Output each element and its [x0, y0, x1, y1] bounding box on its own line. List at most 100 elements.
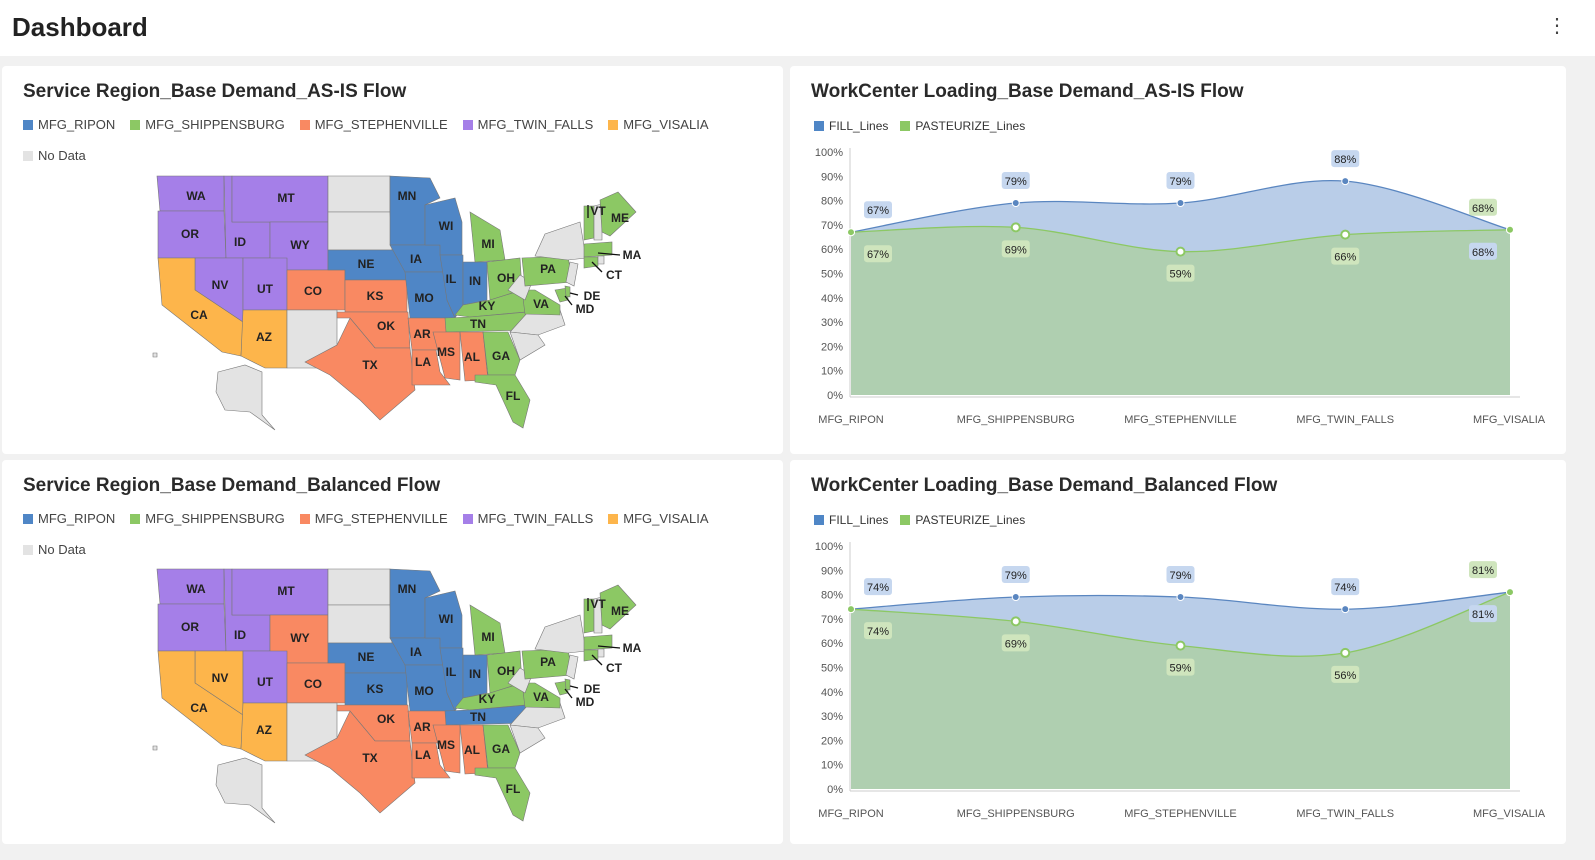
- state-sc[interactable]: [509, 724, 546, 754]
- state-ma[interactable]: [583, 241, 613, 258]
- state-la[interactable]: [411, 742, 451, 779]
- legend-item[interactable]: MFG_RIPON: [23, 117, 115, 132]
- state-label: NE: [358, 257, 375, 271]
- state-ms[interactable]: [432, 331, 461, 381]
- state-de[interactable]: [564, 678, 571, 691]
- data-point[interactable]: [1175, 640, 1186, 651]
- legend-item[interactable]: PASTEURIZE_Lines: [900, 513, 1025, 527]
- data-label-text: 59%: [1169, 663, 1191, 675]
- state-fl[interactable]: [474, 767, 531, 822]
- data-point[interactable]: [1340, 647, 1351, 658]
- legend-item[interactable]: MFG_STEPHENVILLE: [299, 511, 448, 526]
- legend-swatch: [462, 119, 473, 130]
- state-ms[interactable]: [432, 724, 461, 774]
- legend-item[interactable]: No Data: [23, 148, 86, 163]
- state-sd[interactable]: [327, 211, 393, 251]
- y-tick-label: 50%: [821, 663, 843, 675]
- state-ny[interactable]: [534, 221, 587, 261]
- state-nj[interactable]: [565, 654, 579, 680]
- data-point[interactable]: [1340, 229, 1351, 240]
- legend-item[interactable]: MFG_TWIN_FALLS: [462, 117, 593, 132]
- data-label-text: 81%: [1472, 609, 1494, 621]
- data-point[interactable]: [1010, 222, 1021, 233]
- state-ga[interactable]: [482, 724, 521, 769]
- legend-swatch: [130, 513, 141, 524]
- state-label: LA: [415, 355, 431, 369]
- state-de[interactable]: [564, 285, 571, 298]
- state-label: UT: [257, 675, 274, 689]
- state-az[interactable]: [240, 702, 288, 762]
- y-tick-label: 0%: [827, 390, 843, 402]
- legend-item[interactable]: MFG_RIPON: [23, 511, 115, 526]
- state-fl[interactable]: [474, 374, 531, 429]
- state-sc[interactable]: [509, 331, 546, 361]
- state-ri[interactable]: [597, 648, 605, 658]
- state-hi[interactable]: [152, 352, 158, 358]
- legend-item[interactable]: MFG_STEPHENVILLE: [299, 117, 448, 132]
- legend-swatch: [814, 515, 824, 525]
- x-tick-label: MFG_TWIN_FALLS: [1296, 414, 1394, 426]
- data-label: 69%: [1001, 240, 1030, 258]
- state-label: OR: [181, 620, 199, 634]
- state-ak[interactable]: [215, 364, 276, 431]
- data-point[interactable]: [1176, 199, 1185, 208]
- legend-label: MFG_STEPHENVILLE: [314, 117, 448, 132]
- data-point[interactable]: [1506, 588, 1514, 597]
- legend-item[interactable]: MFG_SHIPPENSBURG: [130, 117, 285, 132]
- state-me[interactable]: [599, 584, 637, 630]
- us-map: WA OR ID MT WY NV UT CA AZ CO KS OK TX AR LA MS AL NE MN IA…: [152, 175, 642, 431]
- state-sd[interactable]: [327, 604, 393, 644]
- state-me[interactable]: [599, 191, 637, 237]
- state-label: AL: [464, 350, 480, 364]
- state-nd[interactable]: [327, 175, 391, 213]
- legend-item[interactable]: MFG_VISALIA: [608, 117, 708, 132]
- state-nh[interactable]: [593, 203, 603, 241]
- state-label: KY: [479, 299, 496, 313]
- legend-item[interactable]: MFG_TWIN_FALLS: [462, 511, 593, 526]
- state-label: CT: [606, 268, 623, 282]
- state-hi[interactable]: [152, 745, 158, 751]
- legend-item[interactable]: MFG_SHIPPENSBURG: [130, 511, 285, 526]
- data-point[interactable]: [1341, 605, 1350, 614]
- more-vertical-icon[interactable]: ⋮: [1547, 15, 1567, 37]
- data-point[interactable]: [1175, 246, 1186, 257]
- legend-item[interactable]: MFG_VISALIA: [608, 511, 708, 526]
- state-va[interactable]: [521, 682, 561, 709]
- state-label: GA: [492, 742, 510, 756]
- data-label-text: 79%: [1005, 176, 1027, 188]
- area-chart: 0% 10% 20% 30% 40% 50% 60% 70% 80% 90% 100% MFG_RIP…: [815, 147, 1546, 426]
- state-nd[interactable]: [327, 568, 391, 606]
- data-point[interactable]: [1011, 199, 1020, 208]
- state-ma[interactable]: [583, 634, 613, 651]
- legend-item[interactable]: PASTEURIZE_Lines: [900, 119, 1025, 133]
- data-point[interactable]: [1011, 593, 1020, 602]
- state-nj[interactable]: [565, 261, 579, 287]
- data-point[interactable]: [1506, 225, 1514, 234]
- state-az[interactable]: [240, 309, 288, 369]
- legend-item[interactable]: No Data: [23, 542, 86, 557]
- state-ga[interactable]: [482, 331, 521, 376]
- data-point[interactable]: [1176, 593, 1185, 602]
- data-label-text: 74%: [867, 582, 889, 594]
- state-label: MA: [623, 641, 642, 655]
- state-ny[interactable]: [534, 614, 587, 654]
- state-va[interactable]: [521, 289, 561, 316]
- chart-card-balanced: WorkCenter Loading_Base Demand_Balanced …: [790, 460, 1566, 844]
- data-label: 79%: [1001, 172, 1030, 190]
- data-label-text: 69%: [1005, 244, 1027, 256]
- state-label: KY: [479, 692, 496, 706]
- data-point[interactable]: [1341, 177, 1350, 186]
- state-ri[interactable]: [597, 255, 605, 265]
- data-point[interactable]: [1010, 616, 1021, 627]
- state-label: TN: [470, 710, 486, 724]
- state-label: ID: [234, 235, 246, 249]
- state-ak[interactable]: [215, 757, 276, 824]
- data-point[interactable]: [847, 228, 855, 237]
- data-point[interactable]: [847, 605, 855, 614]
- legend-item[interactable]: FILL_Lines: [814, 119, 888, 133]
- state-label: MD: [576, 302, 595, 316]
- state-la[interactable]: [411, 349, 451, 386]
- map-title: Service Region_Base Demand_AS-IS Flow: [23, 81, 407, 102]
- legend-item[interactable]: FILL_Lines: [814, 513, 888, 527]
- state-nh[interactable]: [593, 596, 603, 634]
